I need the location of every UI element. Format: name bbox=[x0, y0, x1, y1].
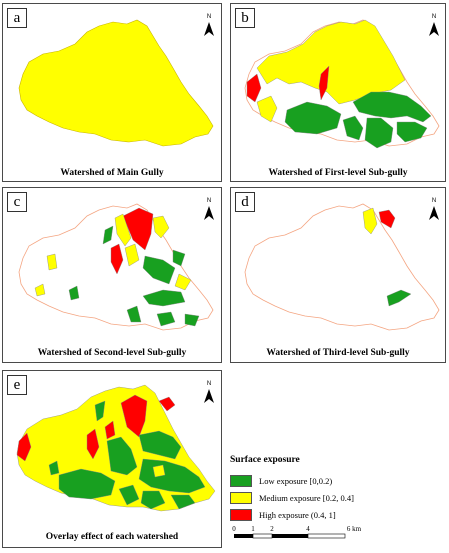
north-label: N bbox=[206, 381, 212, 387]
main-gully-watershed bbox=[18, 19, 214, 147]
legend: Surface exposure Low exposure [0,0.2) Me… bbox=[230, 455, 430, 521]
panel-c: c N Watershed of Second-level Sub-gully bbox=[2, 187, 222, 363]
north-label: N bbox=[431, 14, 437, 20]
scale-tick-2: 2 bbox=[270, 525, 274, 533]
legend-swatch-medium bbox=[230, 492, 252, 504]
north-arrow-icon: N bbox=[202, 198, 216, 222]
caption-d: Watershed of Third-level Sub-gully bbox=[266, 348, 410, 358]
north-arrow-icon: N bbox=[427, 14, 441, 38]
north-label: N bbox=[206, 14, 212, 20]
map-e bbox=[16, 384, 216, 512]
map-b bbox=[244, 19, 440, 149]
caption-b: Watershed of First-level Sub-gully bbox=[268, 168, 408, 178]
panel-e: e N Overlay effect of each watershed bbox=[2, 370, 222, 548]
panel-d: d N Watershed of Third-level Sub-gully bbox=[230, 187, 446, 363]
legend-swatch-low bbox=[230, 475, 252, 487]
north-label: N bbox=[206, 198, 212, 204]
legend-item-high: High exposure (0.4, 1] bbox=[230, 509, 430, 523]
legend-title: Surface exposure bbox=[230, 455, 300, 465]
caption-e: Overlay effect of each watershed bbox=[45, 532, 179, 542]
scale-tick-0: 0 bbox=[232, 525, 236, 533]
map-a bbox=[18, 19, 214, 147]
legend-swatch-high bbox=[230, 509, 252, 521]
legend-item-low: Low exposure [0,0.2) bbox=[230, 475, 430, 489]
panel-a: a N Watershed of Main Gully bbox=[2, 3, 222, 182]
north-arrow-icon: N bbox=[202, 381, 216, 405]
map-d bbox=[244, 203, 440, 331]
north-arrow-icon: N bbox=[427, 198, 441, 222]
scale-tick-6: 6 km bbox=[347, 525, 362, 533]
panel-label-e: e bbox=[7, 375, 27, 395]
watershed-outline bbox=[244, 19, 440, 147]
watershed-outline bbox=[18, 203, 214, 331]
north-label: N bbox=[431, 198, 437, 204]
scale-tick-1: 1 bbox=[251, 525, 255, 533]
legend-label-low: Low exposure [0,0.2) bbox=[259, 476, 333, 486]
panel-label-c: c bbox=[7, 192, 27, 212]
panel-label-b: b bbox=[235, 8, 255, 28]
scale-bar: 0 1 2 4 6 km bbox=[230, 524, 430, 548]
panel-b: b N Watershed of First-level Sub-gully bbox=[230, 3, 446, 182]
north-arrow-icon: N bbox=[202, 14, 216, 38]
legend-item-medium: Medium exposure [0.2, 0.4] bbox=[230, 492, 430, 506]
watershed-outline bbox=[244, 203, 440, 331]
map-c bbox=[18, 203, 214, 331]
panel-label-d: d bbox=[235, 192, 255, 212]
legend-label-medium: Medium exposure [0.2, 0.4] bbox=[259, 493, 354, 503]
scale-tick-4: 4 bbox=[306, 525, 310, 533]
caption-a: Watershed of Main Gully bbox=[60, 168, 164, 178]
caption-c: Watershed of Second-level Sub-gully bbox=[37, 348, 187, 358]
legend-label-high: High exposure (0.4, 1] bbox=[259, 510, 336, 520]
panel-label-a: a bbox=[7, 8, 27, 28]
